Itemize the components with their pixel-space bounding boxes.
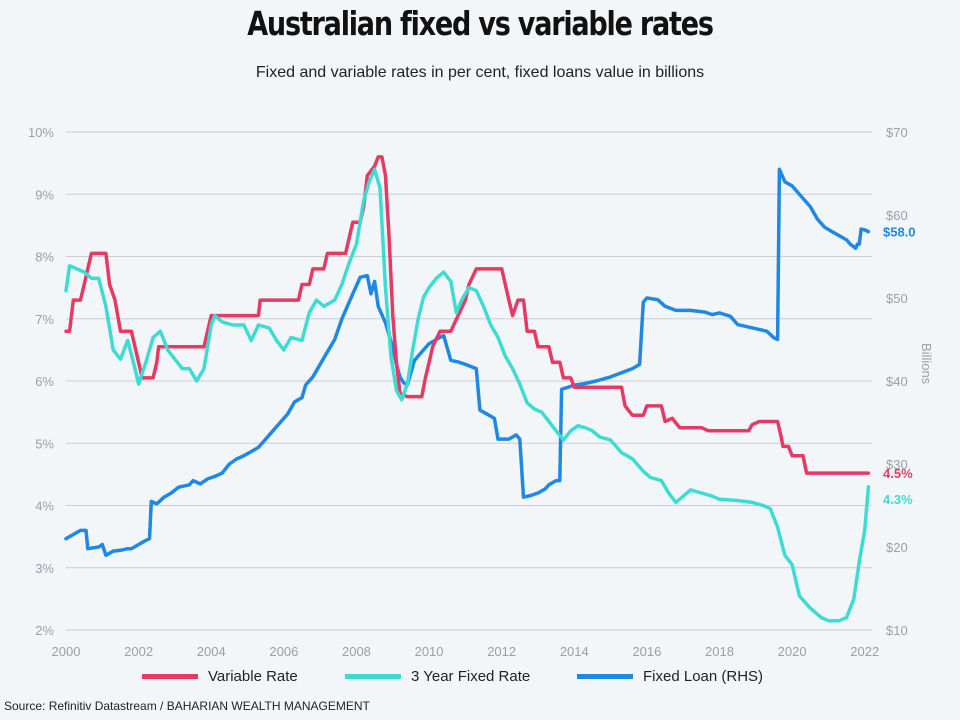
x-tick-label: 2018: [705, 644, 734, 659]
source-note: Source: Refinitiv Datastream / BAHARIAN …: [4, 699, 370, 713]
right-axis-title: Billions: [919, 343, 934, 385]
left-tick-label: 3%: [35, 561, 54, 576]
x-tick-label: 2000: [52, 644, 81, 659]
left-tick-label: 9%: [35, 187, 54, 202]
x-tick-label: 2008: [342, 644, 371, 659]
x-tick-label: 2010: [415, 644, 444, 659]
x-tick-label: 2006: [269, 644, 298, 659]
x-tick-label: 2002: [124, 644, 153, 659]
right-tick-label: $60: [886, 208, 908, 223]
x-tick-label: 2022: [850, 644, 879, 659]
legend-swatch-fixed-loan: [577, 674, 633, 679]
legend-item-variable: Variable Rate: [142, 668, 298, 685]
x-tick-label: 2020: [778, 644, 807, 659]
left-tick-label: 10%: [28, 125, 54, 140]
end-value-label-fixed_loan: $58.0: [883, 225, 916, 240]
series-lines: [64, 155, 871, 623]
legend-label-variable: Variable Rate: [208, 668, 298, 685]
right-tick-label: $20: [886, 540, 908, 555]
legend-label-fixed-loan: Fixed Loan (RHS): [643, 668, 764, 685]
right-tick-label: $50: [886, 291, 908, 306]
end-value-label-variable: 4.5%: [883, 466, 913, 481]
left-tick-label: 5%: [35, 436, 54, 451]
right-tick-label: $10: [886, 623, 908, 638]
fixed-loan-line: [64, 167, 871, 558]
x-tick-label: 2016: [632, 644, 661, 659]
left-tick-label: 6%: [35, 374, 54, 389]
left-tick-label: 7%: [35, 312, 54, 327]
x-tick-label: 2004: [197, 644, 226, 659]
left-tick-label: 2%: [35, 623, 54, 638]
legend-item-fixed3y: 3 Year Fixed Rate: [345, 668, 530, 685]
legend: Variable Rate 3 Year Fixed Rate Fixed Lo…: [0, 668, 960, 692]
end-labels: 4.5% 4.3% $58.0: [883, 225, 916, 507]
right-tick-label: $30: [886, 457, 908, 472]
x-tick-label: 2012: [487, 644, 516, 659]
chart-title: Australian fixed vs variable rates: [247, 4, 714, 43]
legend-item-fixed-loan: Fixed Loan (RHS): [577, 668, 763, 685]
right-axis: $70 $60 $50 $40 $30 $20 $10: [886, 125, 908, 638]
x-axis: 2000 2002 2004 2006 2008 2010 2012 2014 2016 2018…: [52, 644, 880, 659]
left-tick-label: 4%: [35, 499, 54, 514]
gridlines: [66, 131, 872, 631]
right-tick-label: $40: [886, 374, 908, 389]
legend-label-fixed3y: 3 Year Fixed Rate: [411, 668, 531, 685]
left-tick-label: 8%: [35, 250, 54, 265]
fixed-3y-rate-line: [64, 167, 871, 623]
chart-subtitle: Fixed and variable rates in per cent, fi…: [255, 64, 705, 81]
legend-swatch-variable: [142, 674, 198, 679]
right-tick-label: $70: [886, 125, 908, 140]
x-tick-label: 2014: [560, 644, 589, 659]
legend-swatch-fixed3y: [345, 674, 401, 679]
end-value-label-fixed3y: 4.3%: [883, 492, 913, 507]
left-axis: 10% 9% 8% 7% 6% 5% 4% 3% 2%: [28, 125, 54, 638]
variable-rate-line: [64, 155, 871, 475]
